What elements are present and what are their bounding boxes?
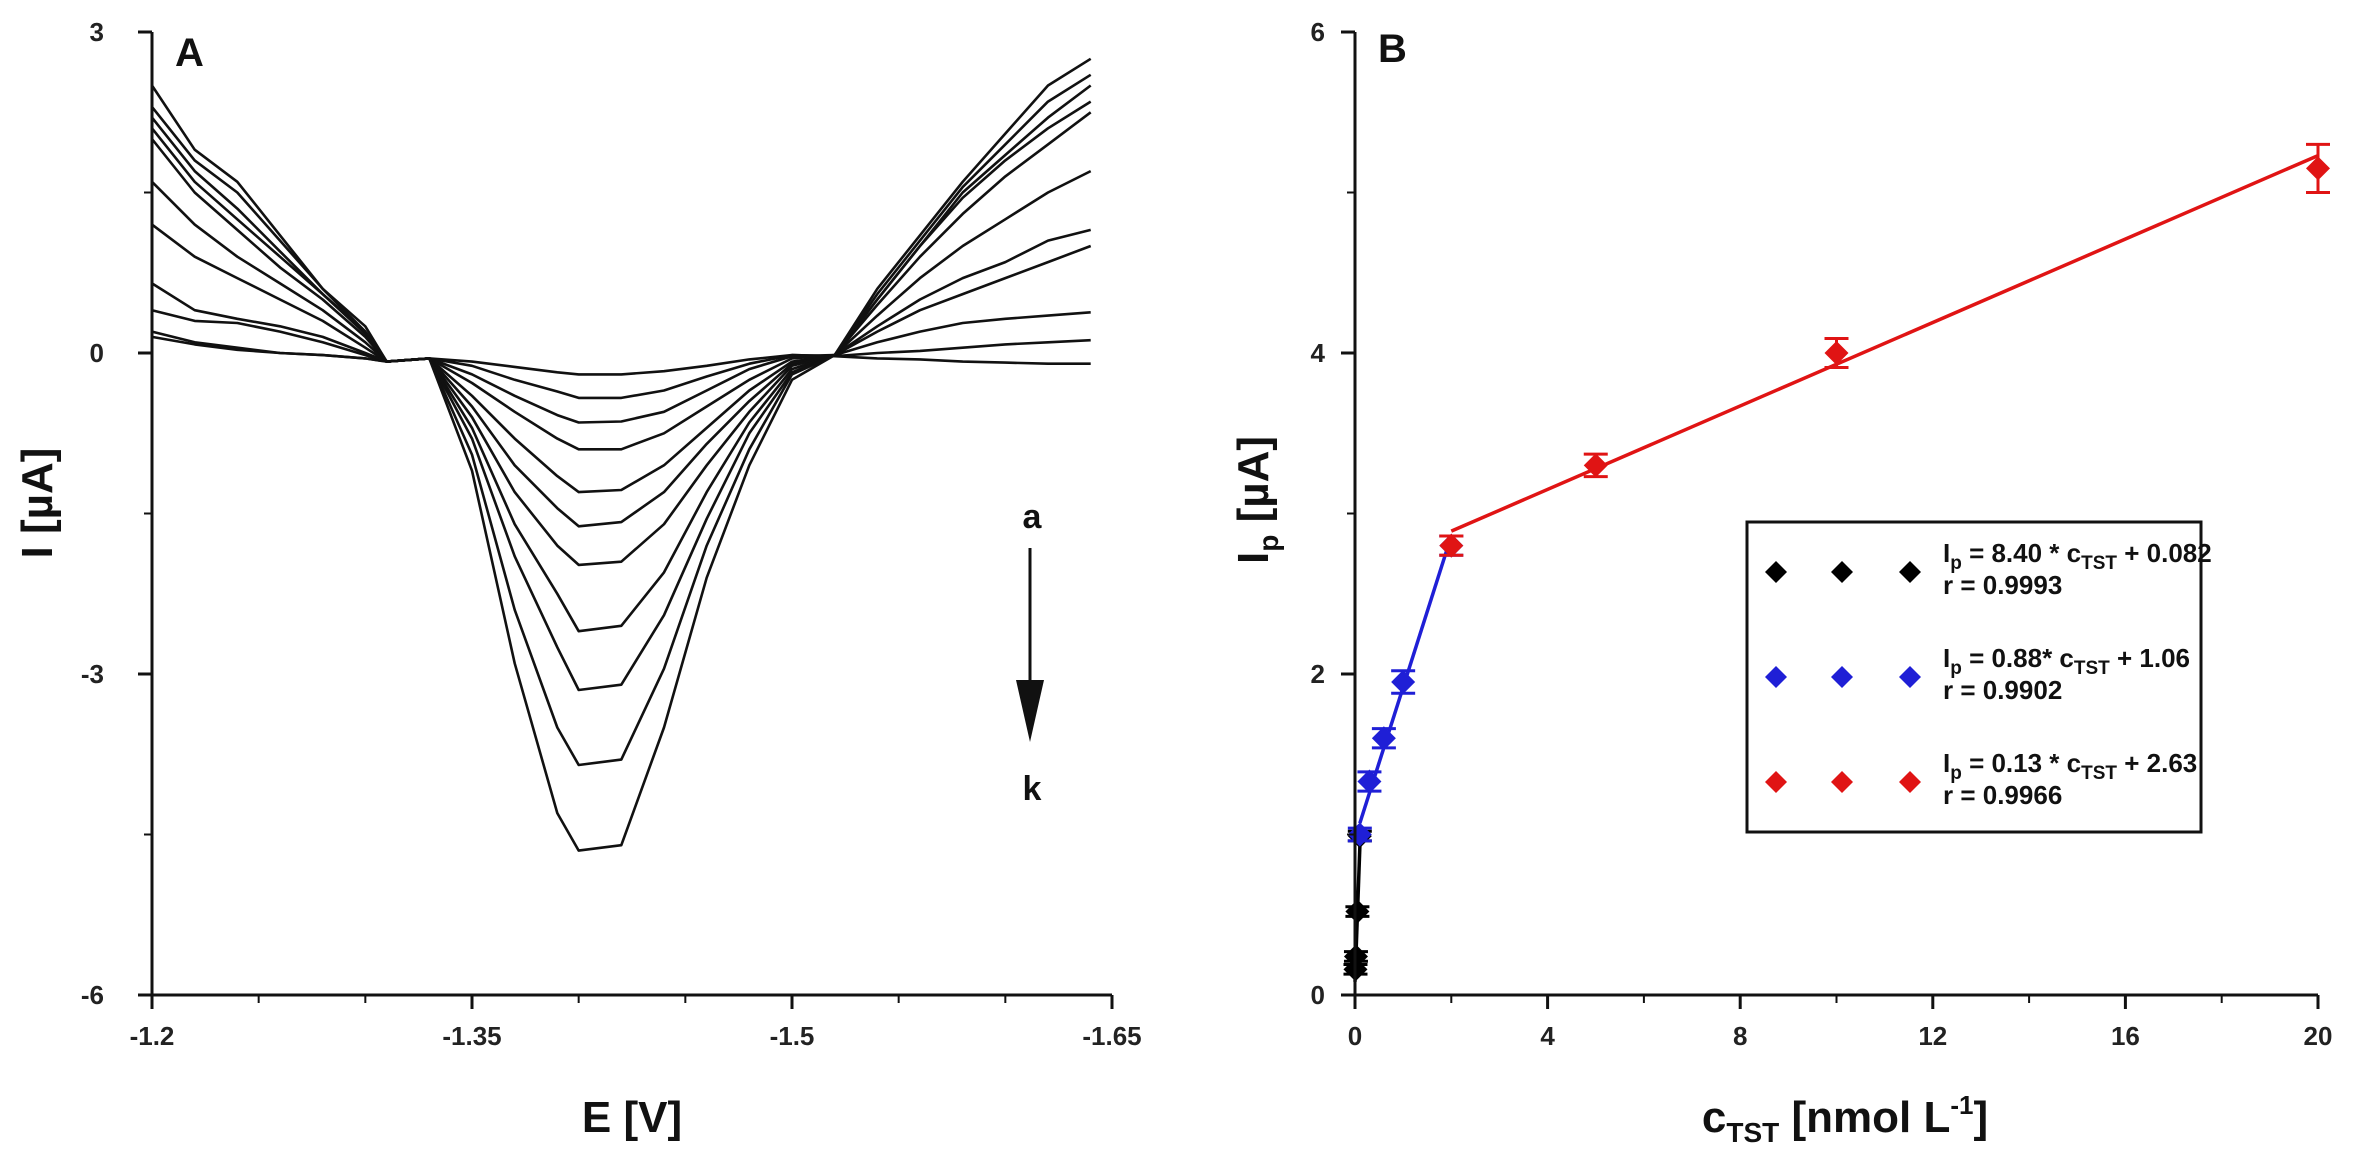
panel-b-x-tick-label: 8 xyxy=(1733,1021,1747,1051)
panel-a-x-axis-label: E [V] xyxy=(582,1093,682,1142)
arrow-head-icon xyxy=(1016,680,1044,742)
panel-a-y-tick-label: 3 xyxy=(90,17,104,47)
data-point-marker xyxy=(1899,561,1921,583)
panel-b-y-axis-label: Ip [µA] xyxy=(1229,436,1284,564)
panel-a-y-axis-label: I [µA] xyxy=(13,448,62,559)
data-point-marker xyxy=(1357,769,1382,794)
data-point-marker xyxy=(1899,771,1921,793)
annotation-a: a xyxy=(1023,498,1043,536)
panel-b-y-tick-label: 6 xyxy=(1311,17,1325,47)
panel-a-x-tick-label: -1.35 xyxy=(442,1021,501,1051)
data-point-marker xyxy=(1439,533,1464,558)
panel-a-curves xyxy=(150,57,1092,852)
panel-a-y-tick-label: -6 xyxy=(81,980,104,1010)
panel-a-curve xyxy=(151,308,1091,424)
panel-a-curve xyxy=(151,335,1091,376)
data-point-marker xyxy=(1831,666,1853,688)
panel-a-ticks: -1.2 -1.35 -1.5 -1.65 3 0 -3 -6 xyxy=(81,17,1142,1051)
data-point-marker xyxy=(1899,666,1921,688)
panel-b-x-tick-label: 20 xyxy=(2304,1021,2333,1051)
data-point-marker xyxy=(1345,899,1370,924)
data-point-marker xyxy=(1765,561,1787,583)
legend-r-value: r = 0.9966 xyxy=(1943,780,2062,810)
panel-a-y-tick-label: 0 xyxy=(90,338,104,368)
panel-a-curve xyxy=(150,100,1092,633)
panel-a-curve xyxy=(151,330,1091,400)
panel-a-curve xyxy=(150,84,1092,692)
data-point-marker xyxy=(1391,670,1416,695)
panel-a-x-tick-label: -1.65 xyxy=(1082,1021,1141,1051)
legend-box xyxy=(1745,520,2203,834)
panel-b-points xyxy=(1343,142,2330,982)
data-point-marker xyxy=(2306,156,2330,181)
panel-a-x-tick-label: -1.5 xyxy=(770,1021,815,1051)
panel-a-y-tick-label: -3 xyxy=(81,659,104,689)
legend-r-value: r = 0.9993 xyxy=(1943,570,2062,600)
panel-a-curve xyxy=(151,169,1092,528)
panel-b-x-tick-label: 4 xyxy=(1540,1021,1555,1051)
panel-b-y-tick-label: 2 xyxy=(1311,659,1325,689)
panel-b-y-tick-label: 0 xyxy=(1311,980,1325,1010)
data-point-marker xyxy=(1765,771,1787,793)
data-point-marker xyxy=(1371,726,1396,751)
annotation-k: k xyxy=(1023,770,1042,808)
panel-a-x-tick-label: -1.2 xyxy=(130,1021,175,1051)
legend-equation: Ip = 0.13 * cTST + 2.63 xyxy=(1943,748,2197,784)
data-point-marker xyxy=(1831,561,1853,583)
panel-b-ticks: 0 4 8 12 16 20 0 2 4 6 xyxy=(1311,17,2333,1051)
panel-b-x-tick-label: 16 xyxy=(2111,1021,2140,1051)
panel-a-curve xyxy=(150,57,1092,852)
data-point-marker xyxy=(1824,341,1849,365)
panel-b-x-axis-label: cTST [nmol L-1] xyxy=(1702,1090,1988,1148)
panel-a-curve xyxy=(151,223,1092,494)
panel-a-curve xyxy=(150,111,1092,567)
data-point-marker xyxy=(1831,771,1853,793)
panel-b-x-tick-label: 0 xyxy=(1348,1021,1362,1051)
panel-a-label: A xyxy=(175,31,204,75)
fit-line xyxy=(1450,153,2319,533)
legend-r-value: r = 0.9902 xyxy=(1943,675,2062,705)
data-point-marker xyxy=(1583,453,1608,478)
panel-b-x-tick-label: 12 xyxy=(1918,1021,1947,1051)
data-point-marker xyxy=(1765,666,1787,688)
legend-equation: Ip = 0.88* cTST + 1.06 xyxy=(1943,643,2190,679)
panel-a-curve xyxy=(151,244,1092,451)
panel-a-curve xyxy=(150,73,1092,767)
panel-b-y-tick-label: 4 xyxy=(1311,338,1326,368)
legend-equation: Ip = 8.40 * cTST + 0.082 xyxy=(1943,538,2212,574)
panel-b-label: B xyxy=(1378,27,1407,71)
